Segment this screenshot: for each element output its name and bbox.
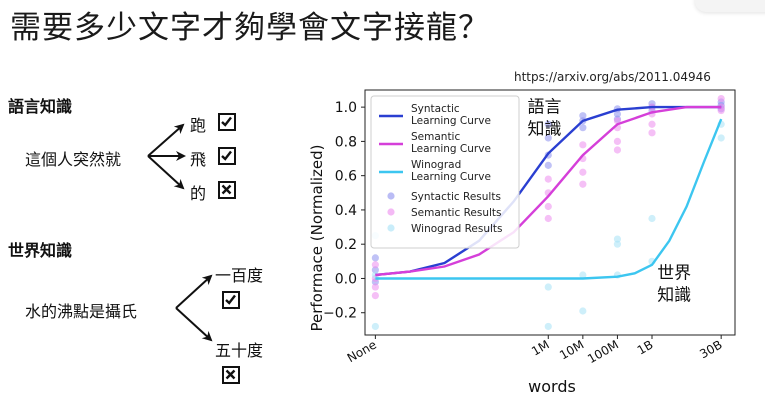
data-point [544, 202, 552, 211]
arrow-diagram [147, 123, 213, 342]
data-point [579, 124, 587, 132]
world-heading: 世界知識 [8, 241, 73, 260]
x-axis-label: words [528, 377, 576, 396]
data-point [371, 283, 379, 291]
series-line [375, 105, 722, 277]
data-point [579, 168, 587, 176]
data-point [613, 110, 622, 118]
data-point [717, 94, 725, 103]
legend-label: Winograd Results [411, 223, 502, 235]
data-point [648, 129, 656, 137]
option-label: 的 [190, 184, 207, 203]
data-point [717, 134, 725, 142]
data-point [717, 106, 725, 115]
source-url[interactable]: https://arxiv.org/abs/2011.04946 [514, 70, 711, 84]
option-label: 五十度 [215, 341, 264, 360]
legend-label: Learning Curve [411, 143, 491, 155]
data-point [371, 322, 379, 331]
y-tick-label: −0.2 [323, 306, 357, 322]
legend-label: Winograd [411, 159, 461, 171]
legend-swatch [387, 224, 395, 232]
data-point [371, 261, 379, 269]
x-tick-label: 1B [635, 337, 656, 357]
chart-annotation: 知識 [657, 285, 691, 305]
y-tick-label: 0.2 [335, 237, 357, 253]
data-point [544, 161, 552, 169]
x-tick-label: 30B [697, 337, 724, 361]
slide-title: 需要多少文字才夠學會文字接龍？ [10, 10, 490, 46]
series-line [375, 105, 722, 277]
chart-annotation: 知識 [528, 119, 562, 139]
check-icon [218, 113, 236, 131]
arrow-icon [175, 307, 213, 342]
legend-swatch [387, 192, 395, 200]
data-point [544, 120, 552, 128]
legend-label: Syntactic [411, 103, 460, 115]
legend-label: Syntactic Results [411, 191, 501, 203]
y-tick-label: 0.0 [335, 271, 357, 287]
data-point [371, 291, 379, 300]
arrow-icon [147, 123, 185, 157]
data-point [579, 112, 587, 120]
data-point [613, 146, 622, 154]
data-point [579, 271, 587, 279]
world-prompt: 水的沸點是攝氏 [25, 302, 138, 321]
legend-label: Semantic [411, 131, 460, 143]
x-tick-label: 1M [529, 337, 552, 358]
chart-annotation: 語言 [528, 97, 562, 117]
x-tick-label: 100M [585, 337, 621, 366]
data-point [648, 214, 656, 223]
linguistic-heading: 語言知識 [8, 97, 73, 116]
legend-swatch [387, 208, 395, 216]
series-line [375, 118, 723, 280]
data-point [544, 134, 552, 142]
check-icon [222, 291, 240, 309]
legend-box [370, 95, 520, 249]
floating-toolbar [695, 0, 765, 12]
y-tick-label: 0.4 [335, 203, 357, 219]
linguistic-prompt: 這個人突然就 [25, 150, 122, 169]
legend-label: Semantic Results [411, 207, 502, 219]
data-point [613, 137, 622, 145]
x-tick-label: 10M [557, 337, 586, 362]
data-point [544, 283, 552, 291]
data-point [544, 214, 552, 223]
data-point [371, 271, 379, 279]
y-axis-label: Performace (Normalized) [308, 144, 326, 331]
cross-icon [218, 181, 236, 199]
data-point [579, 307, 587, 315]
y-tick-label: 1.0 [335, 100, 357, 116]
option-label: 飛 [190, 150, 207, 169]
option-label: 跑 [190, 116, 207, 135]
check-icon [218, 147, 236, 165]
data-point [544, 322, 552, 331]
chart-annotation: 世界 [657, 263, 691, 283]
y-tick-label: 0.8 [335, 134, 357, 150]
cross-icon [222, 366, 240, 384]
x-tick-label: None [345, 337, 379, 365]
option-label: 一百度 [215, 266, 264, 285]
arrow-icon [175, 274, 213, 309]
legend-label: Learning Curve [411, 115, 491, 127]
data-point [371, 266, 379, 274]
data-point [371, 254, 379, 262]
legend-label: Learning Curve [411, 171, 491, 183]
data-point [544, 175, 552, 183]
data-point [613, 240, 622, 248]
y-tick-label: 0.6 [335, 169, 357, 185]
data-point [613, 235, 622, 243]
arrow-icon [147, 155, 185, 190]
data-point [648, 120, 656, 128]
data-point [579, 141, 587, 149]
data-point [579, 180, 587, 188]
